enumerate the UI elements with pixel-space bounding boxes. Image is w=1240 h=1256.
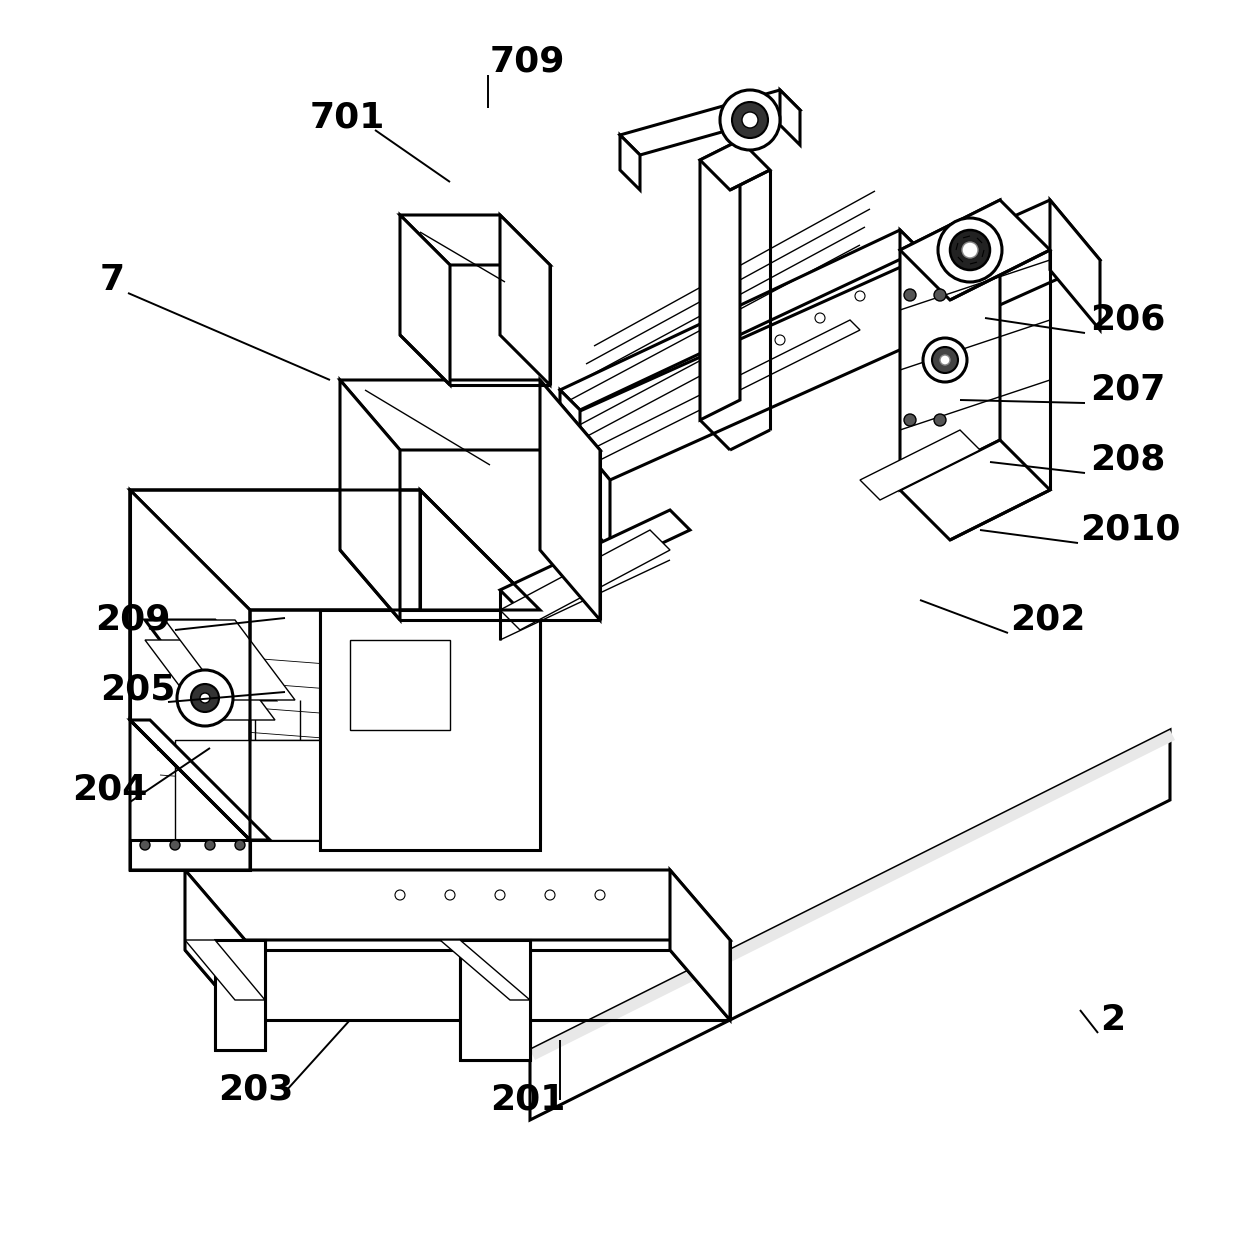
Polygon shape <box>130 490 250 840</box>
Polygon shape <box>529 730 1171 1120</box>
Polygon shape <box>145 620 275 700</box>
Polygon shape <box>215 939 265 1050</box>
Polygon shape <box>780 90 800 144</box>
Polygon shape <box>620 90 800 154</box>
Circle shape <box>932 347 959 373</box>
Circle shape <box>775 335 785 345</box>
Text: 204: 204 <box>72 772 148 808</box>
Polygon shape <box>861 430 980 500</box>
Polygon shape <box>570 320 861 470</box>
Polygon shape <box>539 381 600 620</box>
Circle shape <box>546 891 556 901</box>
Text: 207: 207 <box>1090 373 1166 407</box>
Circle shape <box>742 112 758 128</box>
Circle shape <box>904 414 916 426</box>
Polygon shape <box>560 420 610 550</box>
Polygon shape <box>529 730 1176 1060</box>
Circle shape <box>236 840 246 850</box>
Circle shape <box>904 289 916 301</box>
Circle shape <box>445 891 455 901</box>
Polygon shape <box>130 840 250 870</box>
Polygon shape <box>350 641 450 730</box>
Polygon shape <box>560 391 580 430</box>
Polygon shape <box>620 134 640 190</box>
Polygon shape <box>500 530 670 631</box>
Polygon shape <box>145 641 275 720</box>
Polygon shape <box>440 939 529 1000</box>
Polygon shape <box>900 230 920 270</box>
Circle shape <box>934 289 946 301</box>
Circle shape <box>934 414 946 426</box>
Polygon shape <box>500 215 551 386</box>
Text: 206: 206 <box>1090 303 1166 337</box>
Text: 209: 209 <box>95 603 171 637</box>
Polygon shape <box>900 200 1050 300</box>
Polygon shape <box>185 870 246 1020</box>
Text: 201: 201 <box>490 1083 565 1117</box>
Polygon shape <box>560 200 1100 480</box>
Circle shape <box>937 219 1002 283</box>
Polygon shape <box>570 350 730 440</box>
Polygon shape <box>1050 200 1100 330</box>
Text: 709: 709 <box>490 45 565 79</box>
Circle shape <box>923 338 967 382</box>
Polygon shape <box>130 720 270 840</box>
Circle shape <box>170 840 180 850</box>
Circle shape <box>940 355 950 365</box>
Text: 205: 205 <box>100 673 175 707</box>
Circle shape <box>950 230 990 270</box>
Polygon shape <box>701 139 770 190</box>
Polygon shape <box>340 381 600 450</box>
Polygon shape <box>401 215 450 386</box>
Polygon shape <box>130 490 539 610</box>
Polygon shape <box>185 870 730 939</box>
Polygon shape <box>175 740 415 840</box>
Circle shape <box>191 685 219 712</box>
Text: 7: 7 <box>100 263 125 296</box>
Text: 701: 701 <box>310 100 386 134</box>
Polygon shape <box>165 620 295 700</box>
Polygon shape <box>900 440 1050 540</box>
Text: 202: 202 <box>1011 603 1085 637</box>
Circle shape <box>495 891 505 901</box>
Polygon shape <box>340 381 401 620</box>
Circle shape <box>732 102 768 138</box>
Polygon shape <box>185 939 265 1000</box>
Polygon shape <box>560 230 920 409</box>
Polygon shape <box>900 200 999 490</box>
Circle shape <box>962 242 978 257</box>
Polygon shape <box>320 610 539 850</box>
Circle shape <box>205 840 215 850</box>
Text: 2010: 2010 <box>1080 512 1180 548</box>
Circle shape <box>396 891 405 901</box>
Circle shape <box>177 669 233 726</box>
Circle shape <box>200 693 210 703</box>
Circle shape <box>720 90 780 149</box>
Polygon shape <box>500 510 689 610</box>
Text: 203: 203 <box>218 1073 294 1107</box>
Polygon shape <box>401 215 551 265</box>
Polygon shape <box>460 939 529 1060</box>
Circle shape <box>815 313 825 323</box>
Polygon shape <box>701 139 740 420</box>
Circle shape <box>595 891 605 901</box>
Text: 2: 2 <box>1100 1004 1125 1037</box>
Circle shape <box>856 291 866 301</box>
Polygon shape <box>670 870 730 1020</box>
Polygon shape <box>420 490 539 840</box>
Text: 208: 208 <box>1090 443 1166 477</box>
Circle shape <box>140 840 150 850</box>
